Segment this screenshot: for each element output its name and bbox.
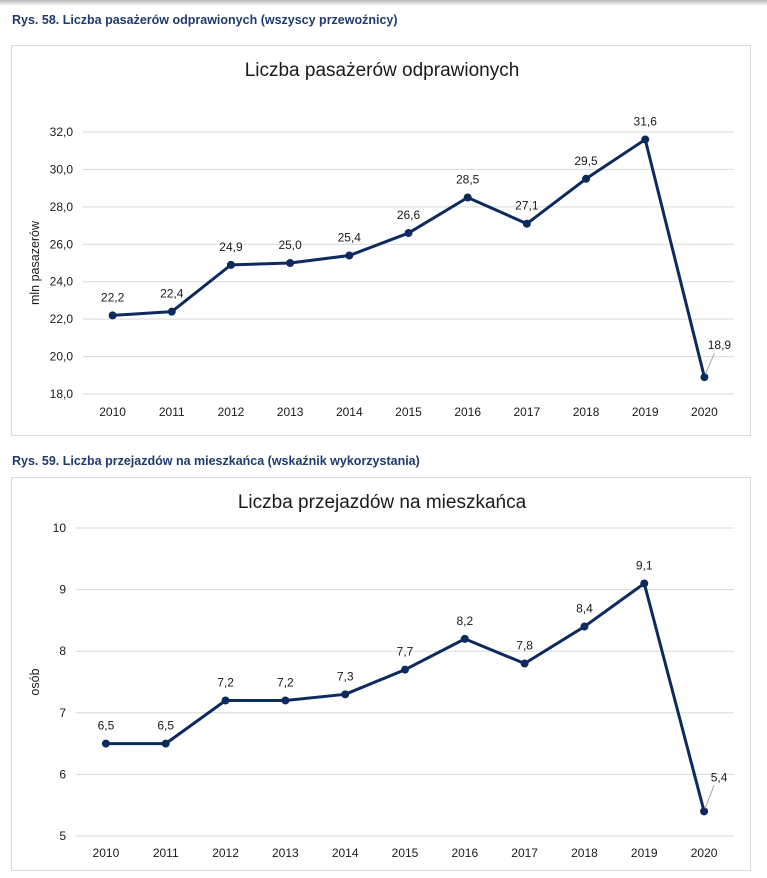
data-point <box>641 135 650 144</box>
x-tick-label: 2010 <box>99 405 126 419</box>
data-label: 22,4 <box>160 287 184 301</box>
x-tick-label: 2020 <box>691 846 718 860</box>
x-tick-label: 2015 <box>392 846 419 860</box>
data-label: 18,9 <box>708 338 732 352</box>
x-tick-label: 2017 <box>511 846 538 860</box>
y-tick-label: 10 <box>53 521 67 535</box>
x-tick-label: 2013 <box>272 846 299 860</box>
y-tick-label: 30,0 <box>50 162 74 176</box>
chart-title: Liczba pasażerów odprawionych <box>245 60 520 81</box>
data-point <box>522 219 531 228</box>
data-point <box>161 739 170 748</box>
chart-title: Liczba przejazdów na mieszkańca <box>238 492 527 513</box>
data-point <box>700 807 709 816</box>
x-tick-label: 2020 <box>691 405 718 419</box>
data-label: 24,9 <box>219 240 243 254</box>
data-point <box>401 665 409 674</box>
data-label: 29,5 <box>574 154 598 168</box>
figure-58-caption: Rys. 58. Liczba pasażerów odprawionych (… <box>12 13 398 27</box>
chart-58-frame: Liczba pasażerów odprawionych 18,0 20,0 22,… <box>11 45 751 436</box>
data-label: 7,7 <box>397 645 414 659</box>
y-tick-label: 18,0 <box>50 387 74 401</box>
series-line <box>105 581 706 812</box>
x-tick-label: 2018 <box>573 405 600 419</box>
y-tick-label: 20,0 <box>50 350 74 364</box>
data-label: 7,2 <box>217 675 234 689</box>
data-label: 6,5 <box>157 719 174 733</box>
x-tick-label: 2017 <box>514 405 541 419</box>
data-point <box>226 260 235 269</box>
data-label: 27,1 <box>515 199 539 213</box>
data-point <box>580 622 589 631</box>
data-point <box>463 193 472 202</box>
x-tick-label: 2012 <box>212 846 239 860</box>
chart-58-passengers: Liczba pasażerów odprawionych 18,0 20,0 22,… <box>28 60 734 419</box>
data-point <box>404 229 413 238</box>
series-line <box>112 137 706 378</box>
data-point <box>520 659 529 668</box>
data-point <box>108 311 117 320</box>
y-axis-label: osób <box>28 668 42 695</box>
y-tick-label: 22,0 <box>50 312 74 326</box>
data-label: 28,5 <box>456 173 480 187</box>
data-label: 22,2 <box>101 290 125 304</box>
data-label: 8,2 <box>456 614 473 628</box>
window-top-shadow <box>0 0 767 6</box>
data-point <box>221 696 230 705</box>
data-point <box>640 579 649 588</box>
x-tick-label: 2016 <box>451 846 478 860</box>
y-tick-label: 24,0 <box>50 275 74 289</box>
x-tick-label: 2015 <box>395 405 422 419</box>
x-tick-label: 2019 <box>631 846 658 860</box>
data-label: 9,1 <box>636 558 653 572</box>
figure-59-caption: Rys. 59. Liczba przejazdów na mieszkańca… <box>12 454 420 468</box>
data-point <box>582 174 591 183</box>
y-tick-label: 32,0 <box>50 125 74 139</box>
y-tick-label: 8 <box>59 644 66 658</box>
data-point <box>281 696 290 705</box>
data-point <box>101 739 110 748</box>
x-tick-label: 2011 <box>159 405 185 419</box>
y-tick-label: 5 <box>59 829 66 843</box>
data-label: 7,2 <box>277 675 294 689</box>
data-point <box>345 251 354 260</box>
data-point <box>341 690 350 699</box>
y-tick-label: 7 <box>59 706 66 720</box>
data-label: 31,6 <box>634 114 658 128</box>
data-label: 8,4 <box>576 602 593 616</box>
x-tick-label: 2014 <box>332 846 359 860</box>
data-label: 25,4 <box>338 231 362 245</box>
data-label-leader-line <box>704 352 715 375</box>
y-tick-label: 9 <box>59 583 66 597</box>
data-label-leader-line <box>704 785 715 809</box>
data-point <box>286 259 295 267</box>
y-tick-label: 6 <box>59 767 66 781</box>
data-point <box>167 307 176 316</box>
data-label: 5,4 <box>711 770 728 784</box>
x-tick-label: 2010 <box>93 846 120 860</box>
data-label: 7,3 <box>337 669 354 683</box>
data-point <box>700 373 709 382</box>
x-tick-label: 2018 <box>571 846 598 860</box>
x-tick-label: 2013 <box>277 405 304 419</box>
x-tick-label: 2019 <box>632 405 659 419</box>
data-label: 26,6 <box>397 208 421 222</box>
x-tick-label: 2016 <box>454 405 481 419</box>
data-label: 25,0 <box>278 238 302 252</box>
chart-59-trips-per-resident: Liczba przejazdów na mieszkańca 5 6 7 8 9 10 os… <box>28 492 734 860</box>
y-tick-label: 28,0 <box>50 200 74 214</box>
y-axis-label: mln pasazerów <box>28 220 42 305</box>
x-tick-label: 2011 <box>153 846 179 860</box>
y-tick-label: 26,0 <box>50 237 74 251</box>
data-point <box>460 634 469 643</box>
x-tick-label: 2012 <box>218 405 245 419</box>
data-label: 6,5 <box>98 719 115 733</box>
x-tick-label: 2014 <box>336 405 363 419</box>
data-label: 7,8 <box>516 639 533 653</box>
chart-59-frame: Liczba przejazdów na mieszkańca 5 6 7 8 9 10 os… <box>11 477 751 871</box>
